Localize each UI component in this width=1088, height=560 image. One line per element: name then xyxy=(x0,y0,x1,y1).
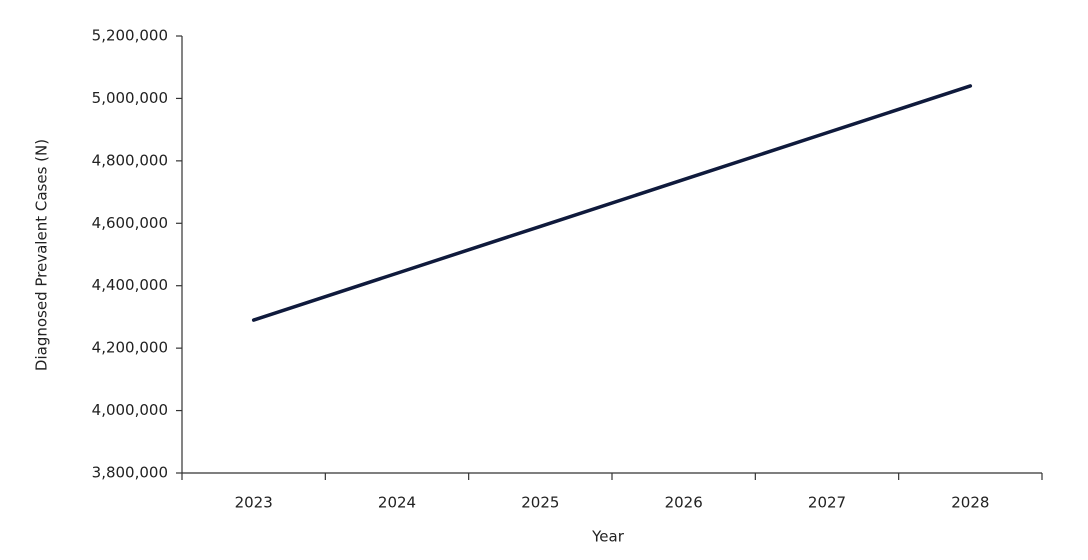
x-tick-label: 2026 xyxy=(665,494,703,512)
x-tick-label: 2025 xyxy=(521,494,559,512)
y-tick-label: 4,400,000 xyxy=(92,276,168,294)
x-tick-label: 2023 xyxy=(235,494,273,512)
y-tick-label: 5,000,000 xyxy=(92,89,168,107)
y-tick-label: 3,800,000 xyxy=(92,464,168,482)
y-tick-label: 4,600,000 xyxy=(92,214,168,232)
x-tick-label: 2024 xyxy=(378,494,416,512)
x-tick-label: 2028 xyxy=(951,494,989,512)
data-line xyxy=(251,84,973,322)
y-axis-title: Diagnosed Prevalent Cases (N) xyxy=(33,139,51,371)
y-tick-label: 4,800,000 xyxy=(92,151,168,169)
x-tick-label: 2027 xyxy=(808,494,846,512)
y-tick-label: 5,200,000 xyxy=(92,27,168,45)
x-axis-title: Year xyxy=(591,528,625,546)
y-tick-label: 4,000,000 xyxy=(92,401,168,419)
y-tick-label: 4,200,000 xyxy=(92,339,168,357)
